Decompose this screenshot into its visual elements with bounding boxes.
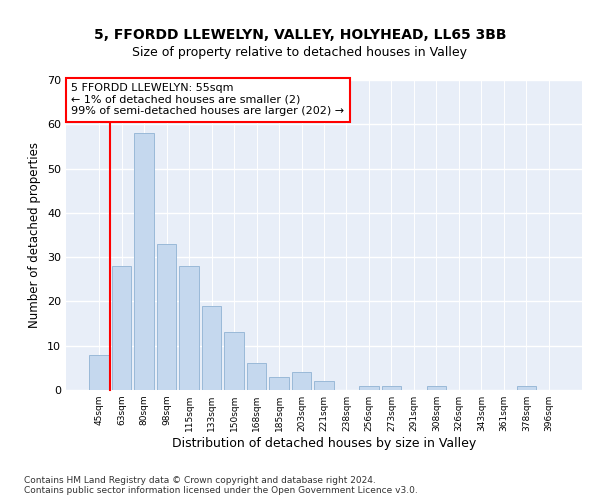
Bar	[359, 386, 379, 390]
Bar	[157, 244, 176, 390]
Bar	[517, 386, 536, 390]
Bar	[134, 133, 154, 390]
Bar	[427, 386, 446, 390]
Bar	[112, 266, 131, 390]
Bar	[292, 372, 311, 390]
Bar	[247, 364, 266, 390]
Text: Contains HM Land Registry data © Crown copyright and database right 2024.
Contai: Contains HM Land Registry data © Crown c…	[24, 476, 418, 495]
Bar	[179, 266, 199, 390]
Text: Size of property relative to detached houses in Valley: Size of property relative to detached ho…	[133, 46, 467, 59]
Y-axis label: Number of detached properties: Number of detached properties	[28, 142, 41, 328]
Text: 5 FFORDD LLEWELYN: 55sqm
← 1% of detached houses are smaller (2)
99% of semi-det: 5 FFORDD LLEWELYN: 55sqm ← 1% of detache…	[71, 83, 344, 116]
Text: 5, FFORDD LLEWELYN, VALLEY, HOLYHEAD, LL65 3BB: 5, FFORDD LLEWELYN, VALLEY, HOLYHEAD, LL…	[94, 28, 506, 42]
X-axis label: Distribution of detached houses by size in Valley: Distribution of detached houses by size …	[172, 437, 476, 450]
Bar	[202, 306, 221, 390]
Bar	[89, 354, 109, 390]
Bar	[269, 376, 289, 390]
Bar	[314, 381, 334, 390]
Bar	[382, 386, 401, 390]
Bar	[224, 332, 244, 390]
